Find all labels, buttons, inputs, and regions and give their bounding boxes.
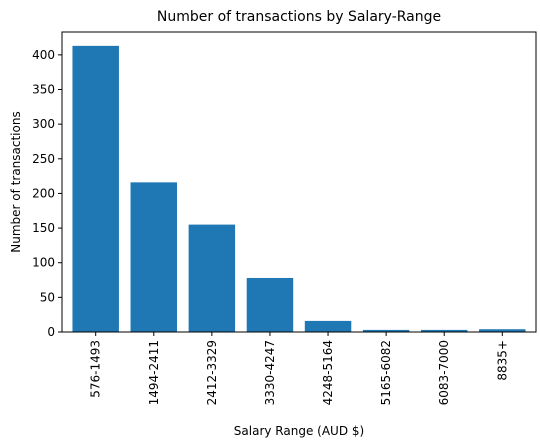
y-axis: 0 50 100 150 200 250 300 350 400 (32, 48, 62, 339)
bar-4248-5164 (304, 320, 352, 332)
x-tick-label: 3330-4247 (263, 340, 277, 405)
bar-5165-6082 (362, 329, 410, 332)
bar-576-1493 (72, 45, 119, 333)
x-tick-label: 4248-5164 (321, 340, 335, 405)
x-tick-label: 576-1493 (89, 340, 103, 398)
bar-3330-4247 (246, 277, 294, 332)
y-tick-label: 250 (32, 152, 55, 166)
y-axis-label: Number of transactions (9, 111, 23, 252)
bars-group (72, 45, 526, 333)
x-axis-label: Salary Range (AUD $) (234, 424, 364, 438)
bar-8835+ (479, 329, 526, 332)
y-tick-label: 100 (32, 256, 55, 270)
plot-frame (61, 31, 537, 333)
y-tick-label: 400 (32, 48, 55, 62)
y-tick-label: 300 (32, 117, 55, 131)
x-tick-label: 8835+ (495, 340, 509, 381)
bar-2412-3329 (188, 224, 236, 332)
y-tick-label: 200 (32, 186, 55, 200)
y-tick-label: 350 (32, 83, 55, 97)
bar-1494-2411 (130, 182, 178, 332)
x-tick-label: 6083-7000 (437, 340, 451, 405)
chart-title: Number of transactions by Salary-Range (157, 9, 441, 25)
x-tick-label: 2412-3329 (205, 340, 219, 405)
y-tick-label: 50 (40, 290, 55, 304)
x-tick-label: 1494-2411 (147, 340, 161, 405)
x-axis: 576-1493 1494-2411 2412-3329 3330-4247 4248-… (89, 332, 509, 405)
y-tick-label: 150 (32, 221, 55, 235)
x-tick-label: 5165-6082 (379, 340, 393, 405)
bar-6083-7000 (420, 329, 468, 332)
y-tick-label: 0 (47, 325, 55, 339)
